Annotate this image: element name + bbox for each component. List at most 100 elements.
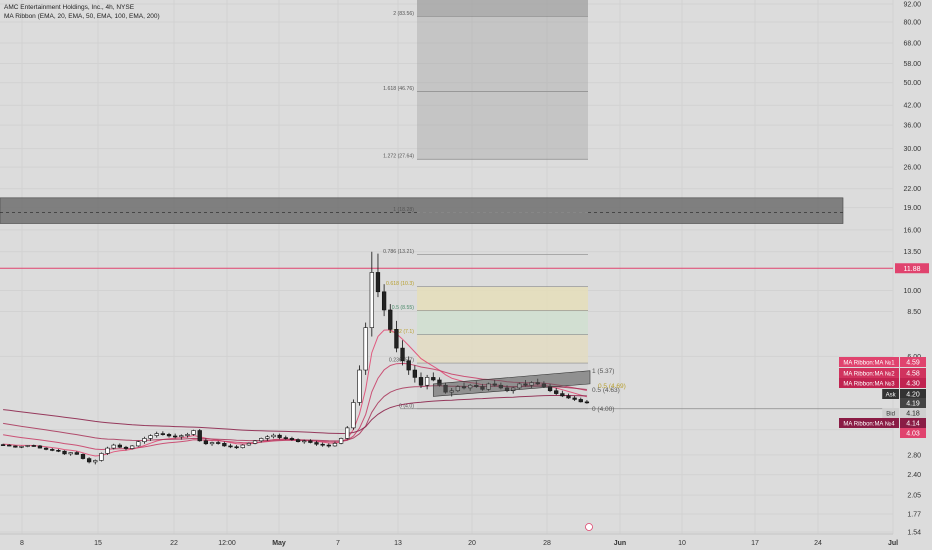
indicator-title[interactable]: MA Ribbon (EMA, 20, EMA, 50, EMA, 100, E…	[4, 13, 160, 20]
price-axis-label: 36.00	[903, 123, 921, 130]
candle	[578, 397, 583, 403]
candle	[308, 439, 313, 444]
fib-top-zone	[417, 0, 588, 17]
candle-body-up	[19, 446, 24, 448]
candle	[363, 322, 368, 375]
candle-body-down	[578, 399, 583, 403]
price-tag-value: 4.14	[906, 421, 920, 428]
price-channel	[432, 370, 591, 397]
price-axis-label: 10.00	[903, 288, 921, 295]
candle-body-up	[240, 444, 245, 448]
price-axis-label: 1.54	[907, 530, 921, 537]
candle	[93, 459, 98, 465]
candle-body-up	[93, 460, 98, 463]
candle	[554, 387, 559, 396]
candle-body-down	[412, 369, 417, 378]
price-tag-value-bg	[900, 408, 926, 418]
price-tag-label-bg	[882, 389, 899, 399]
candle	[117, 443, 122, 449]
candle	[234, 445, 239, 449]
event-marker-icon	[585, 523, 593, 531]
candle	[86, 457, 92, 464]
candle	[111, 443, 116, 450]
candle	[351, 399, 356, 430]
price-axis-label: 50.00	[903, 80, 921, 87]
time-axis-label: 22	[170, 540, 178, 547]
candle	[369, 251, 374, 337]
fib-band	[417, 286, 588, 311]
price-tag[interactable]: 4.19	[900, 398, 926, 408]
time-axis-label: 10	[678, 540, 686, 547]
price-axis-label: 1.77	[907, 512, 921, 519]
candle	[412, 365, 417, 383]
price-tag[interactable]: 4.03	[900, 428, 926, 438]
candle-body-down	[572, 397, 577, 400]
chart-legend: AMC Entertainment Holdings, Inc., 4h, NY…	[4, 3, 160, 21]
candle	[99, 452, 104, 462]
price-tag[interactable]: MA Ribbon:MA №4 4.14	[839, 418, 926, 428]
candle	[572, 395, 577, 401]
candle-body-down	[277, 434, 282, 438]
price-tag[interactable]: MA Ribbon:MA №2 4.58	[839, 368, 926, 378]
price-axis-label: 16.00	[903, 227, 921, 234]
candle	[209, 441, 215, 446]
candle	[246, 442, 252, 446]
fib-level-label: 0.786 (13.21)	[383, 249, 414, 255]
candle-body-down	[86, 458, 92, 463]
time-axis-label: 20	[468, 540, 476, 547]
price-tag-label: Ask	[886, 393, 897, 399]
candle-body-down	[406, 360, 411, 371]
candle-body-down	[117, 444, 122, 448]
candle-body-up	[332, 443, 338, 447]
candle	[31, 444, 36, 447]
fib-level-label: 1 (18.28)	[393, 207, 414, 213]
channel-label-mid: 0.5 (4.63)	[592, 387, 620, 394]
candle	[332, 441, 338, 447]
candle	[197, 429, 202, 442]
price-tag[interactable]: Bid 4.18	[882, 408, 926, 418]
price-tag[interactable]: MA Ribbon:MA №1 4.59	[839, 357, 926, 367]
candle-body-up	[424, 377, 430, 386]
candle	[123, 445, 129, 451]
price-tag[interactable]: MA Ribbon:MA №3 4.30	[839, 378, 926, 388]
candle	[142, 436, 147, 444]
candle-body-up	[265, 436, 270, 439]
price-axis-label: 13.50	[903, 249, 921, 256]
candle	[216, 440, 221, 445]
symbol-title[interactable]: AMC Entertainment Holdings, Inc., 4h, NY…	[4, 4, 135, 11]
time-axis-label: 8	[20, 540, 24, 547]
channel-label-bottom: 0 (4.00)	[592, 406, 614, 413]
candle-body-down	[554, 390, 559, 394]
price-tag-value: 4.03	[906, 431, 920, 438]
price-tag-value: 4.30	[906, 381, 920, 388]
price-tag-label: MA Ribbon:MA №3	[843, 381, 895, 388]
candle-body-down	[56, 449, 61, 452]
price-tag-label-bg	[839, 418, 899, 428]
price-tag-value-bg	[900, 428, 926, 438]
candle-body-up	[25, 445, 30, 447]
candle	[283, 435, 288, 440]
price-tag-label-bg	[839, 357, 899, 367]
price-tag[interactable]: Ask 4.20	[882, 389, 926, 399]
candle-body-down	[197, 430, 202, 442]
candle-body-down	[234, 446, 239, 449]
candle	[357, 365, 362, 406]
time-axis-label: 24	[814, 540, 822, 547]
candle-body-up	[68, 452, 73, 455]
candle-body-up	[142, 438, 147, 442]
candle-body-up	[369, 272, 374, 328]
time-axis-label: 12:00	[218, 540, 236, 547]
fib-level-label: 0.382 (7.1)	[389, 329, 414, 335]
candle	[13, 445, 18, 448]
candle	[424, 374, 430, 390]
candle	[74, 451, 79, 455]
candle	[314, 440, 319, 446]
candle	[0, 443, 6, 446]
candle-body-down	[7, 444, 12, 447]
resistance-zone	[0, 197, 844, 224]
price-tag-value: 4.58	[906, 371, 920, 378]
price-tag-label: MA Ribbon:MA №2	[843, 371, 895, 378]
candle	[320, 442, 325, 447]
